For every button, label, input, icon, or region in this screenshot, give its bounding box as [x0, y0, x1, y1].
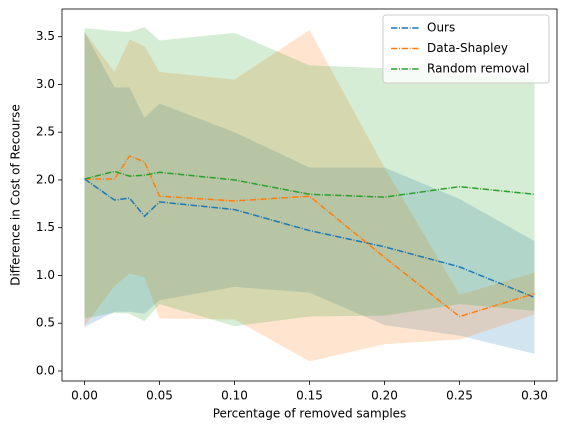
line	[84, 178, 535, 299]
y-tick-label: 1.0	[36, 268, 55, 282]
y-axis-label: Difference in Cost of Recourse	[9, 104, 23, 286]
y-tick-label: 0.5	[36, 316, 55, 330]
legend-box	[382, 14, 550, 84]
y-tick-label: 3.5	[36, 29, 55, 43]
x-tick-label: 0.10	[221, 389, 248, 403]
legend-label: Ours	[427, 21, 455, 35]
y-tick-label: 2.0	[36, 172, 55, 186]
x-tick-label: 0.30	[521, 389, 548, 403]
legend-label: Data-Shapley	[427, 41, 508, 55]
y-tick-label: 0.0	[36, 363, 55, 377]
y-tick-label: 3.0	[36, 77, 55, 91]
x-tick-label: 0.20	[371, 389, 398, 403]
x-tick-label: 0.25	[446, 389, 473, 403]
line	[84, 170, 535, 198]
plot-frame	[61, 8, 558, 382]
band	[84, 31, 535, 354]
legend-label: Random removal	[427, 62, 529, 76]
x-tick-label: 0.15	[296, 389, 323, 403]
x-tick-label: 0.00	[71, 389, 98, 403]
y-tick-label: 2.5	[36, 125, 55, 139]
line	[84, 155, 535, 318]
band	[84, 30, 535, 362]
y-tick-label: 1.5	[36, 220, 55, 234]
x-axis-label: Percentage of removed samples	[213, 407, 407, 421]
x-tick-label: 0.05	[146, 389, 173, 403]
band	[84, 27, 535, 327]
